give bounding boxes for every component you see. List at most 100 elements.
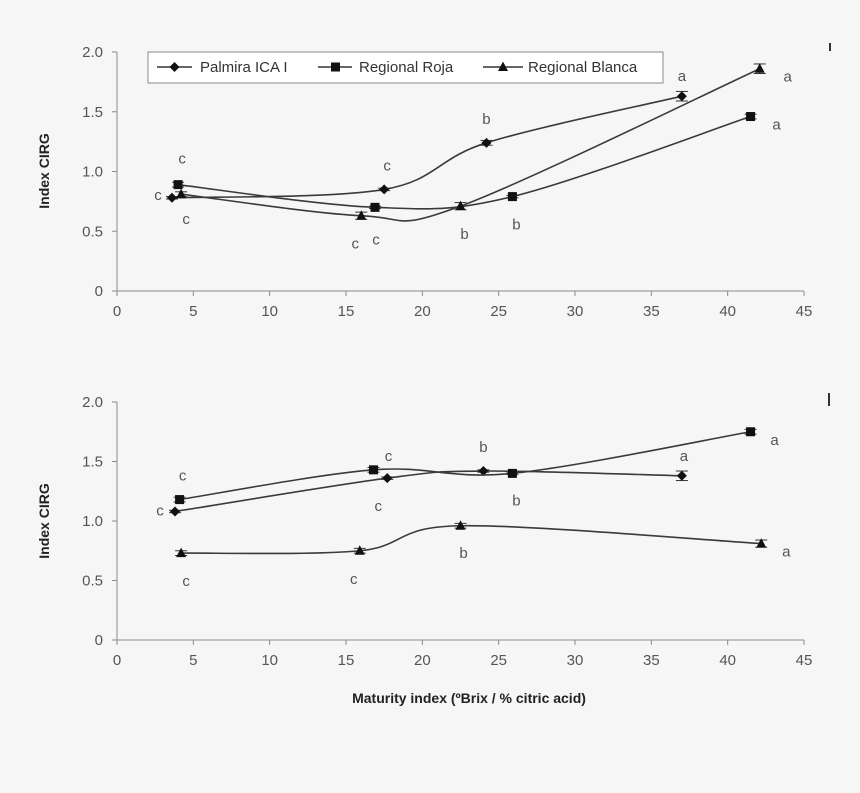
y-tick-label: 0: [95, 283, 103, 300]
x-tick-label: 20: [414, 303, 431, 320]
legend-label: Regional Blanca: [528, 59, 638, 76]
series-regional-roja: c c b a: [173, 427, 779, 509]
series-palmira-ica-i: c c b a: [154, 68, 688, 204]
significance-label: c: [154, 187, 162, 204]
diamond-marker-icon: [169, 62, 180, 72]
data-point-triangle: [754, 63, 765, 73]
significance-label: c: [156, 502, 164, 519]
x-tick-label: 15: [338, 303, 355, 320]
data-point-diamond: [676, 91, 687, 102]
data-point-square: [507, 192, 517, 202]
square-marker-icon: [331, 62, 340, 72]
series-line: [171, 95, 683, 199]
significance-label: c: [179, 468, 187, 485]
x-tick-label: 10: [261, 652, 278, 669]
x-tick-label: 5: [189, 652, 197, 669]
significance-label: c: [352, 236, 360, 253]
x-tick-label: 10: [261, 303, 278, 320]
data-point-triangle: [756, 538, 767, 548]
data-point-square: [370, 202, 380, 212]
x-tick-label: 45: [796, 303, 813, 320]
data-point-square: [746, 427, 756, 437]
series-line: [177, 115, 751, 210]
significance-label: c: [372, 231, 380, 248]
significance-label: b: [460, 226, 468, 243]
chart-panel-top: 00.51.01.52.00 5 10 15 20 25 30 35 40 45ccbaccbac…: [36, 43, 831, 320]
panel-tag-mark: [828, 393, 830, 406]
y-tick-label: 1.0: [82, 164, 103, 181]
x-tick-label: 25: [490, 652, 507, 669]
x-tick-label: 40: [719, 303, 736, 320]
panel-tag-mark: [829, 43, 831, 51]
y-tick-label: 0.5: [82, 223, 103, 240]
significance-label: c: [383, 157, 391, 174]
data-point-diamond: [170, 506, 181, 517]
legend-box: [147, 51, 664, 84]
significance-label: a: [678, 68, 687, 85]
data-point-square: [368, 465, 378, 475]
y-tick-label: 2.0: [82, 44, 103, 61]
x-tick-label: 35: [643, 652, 660, 669]
x-tick-label: 20: [414, 652, 431, 669]
data-point-diamond: [478, 466, 489, 477]
data-point-diamond: [382, 473, 393, 484]
series-line: [181, 524, 762, 555]
significance-label: a: [772, 117, 781, 134]
series-regional-roja: c c b a: [172, 112, 781, 248]
significance-label: b: [512, 217, 520, 234]
data-point-triangle: [176, 547, 187, 558]
x-tick-label: 15: [338, 652, 355, 669]
series-regional-blanca: c c b a: [175, 520, 791, 590]
x-tick-label: 45: [796, 652, 813, 669]
data-point-diamond: [481, 137, 492, 148]
y-tick-label: 1.0: [82, 513, 103, 530]
data-point-diamond: [379, 184, 390, 195]
y-tick-label: 1.5: [82, 104, 103, 121]
x-tick-label: 30: [567, 303, 584, 320]
x-axis-label: Maturity index (ºBrix / % citric acid): [352, 690, 586, 706]
significance-label: b: [482, 111, 490, 128]
data-point-triangle: [455, 200, 466, 211]
x-tick-label: 40: [719, 652, 736, 669]
chart-panel-bottom: 00.51.01.52.00 5 10 15 20 25 30 35 40 45c cbaccbac…: [36, 393, 830, 706]
series-line: [181, 68, 761, 222]
data-point-diamond: [166, 192, 177, 203]
data-point-square: [746, 112, 756, 122]
x-tick-label: 35: [643, 303, 660, 320]
x-tick-label: 25: [490, 303, 507, 320]
legend-entry-regional-roja: Regional Roja: [318, 59, 454, 76]
y-tick-label: 0.5: [82, 573, 103, 590]
significance-label: c: [385, 448, 393, 465]
data-point-triangle: [455, 520, 466, 530]
significance-label: b: [512, 492, 520, 509]
significance-label: a: [782, 544, 791, 561]
significance-label: b: [479, 439, 487, 456]
significance-label: b: [459, 545, 467, 562]
data-point-square: [175, 495, 185, 505]
legend-label: Regional Roja: [359, 59, 454, 76]
x-tick-label: 0: [113, 303, 121, 320]
series-line: [174, 470, 682, 513]
significance-label: c: [374, 498, 382, 515]
legend-entry-regional-blanca: Regional Blanca: [483, 59, 638, 76]
data-point-triangle: [356, 210, 367, 220]
significance-label: c: [182, 573, 190, 590]
significance-label: c: [182, 211, 190, 228]
x-tick-label: 5: [189, 303, 197, 320]
legend-entry-palmira: Palmira ICA I: [157, 59, 288, 76]
significance-label: a: [784, 69, 793, 86]
y-tick-label: 2.0: [82, 394, 103, 411]
significance-label: c: [178, 151, 186, 168]
data-point-triangle: [176, 188, 187, 199]
y-axis-label: Index CIRG: [36, 483, 52, 559]
data-point-triangle: [354, 545, 365, 555]
significance-label: c: [350, 571, 358, 588]
x-tick-label: 30: [567, 652, 584, 669]
significance-label: a: [680, 448, 689, 465]
triangle-marker-icon: [498, 61, 508, 71]
